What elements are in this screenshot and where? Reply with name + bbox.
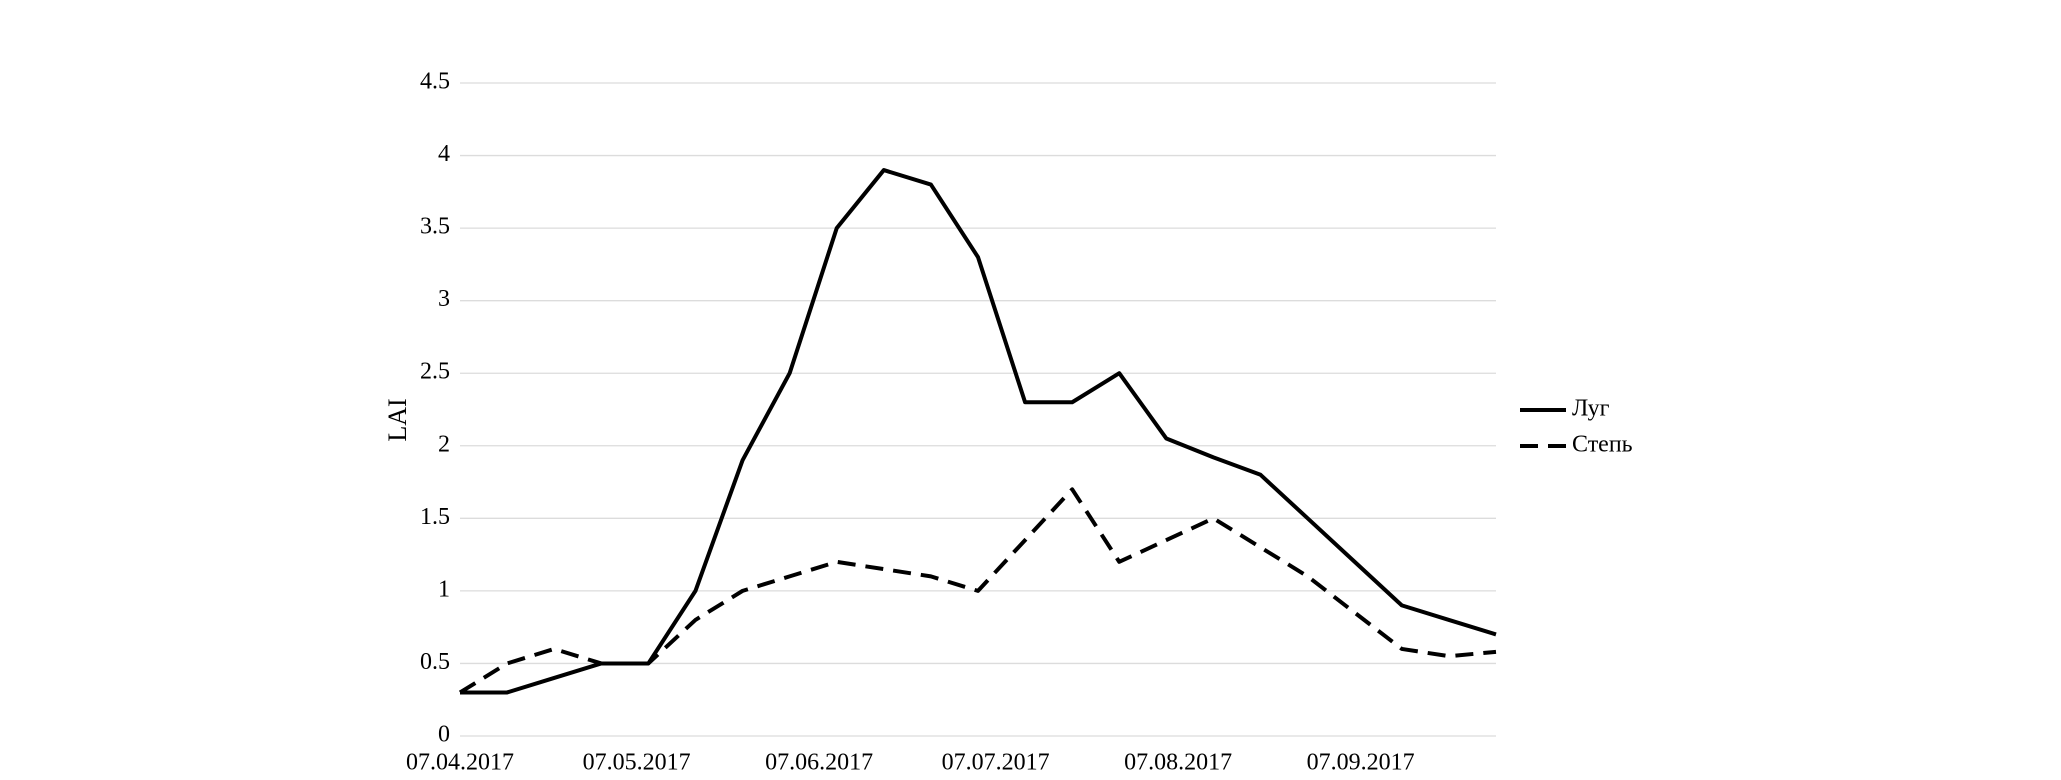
legend-label: Луг	[1572, 396, 1610, 422]
series-line	[460, 168, 1497, 695]
y-axis-label: LAI	[383, 398, 412, 441]
x-tick-label: 07.05.2017	[583, 750, 691, 776]
y-tick-label: 3.5	[420, 214, 450, 240]
x-tick-label: 07.07.2017	[942, 750, 1050, 776]
y-tick-label: 4.5	[420, 69, 450, 95]
x-tick-label: 07.06.2017	[765, 750, 873, 776]
y-tick-label: 3	[438, 286, 450, 312]
y-tick-label: 4	[438, 141, 450, 167]
y-tick-label: 1.5	[420, 504, 450, 530]
y-tick-label: 2.5	[420, 359, 450, 385]
x-tick-label: 07.04.2017	[406, 750, 514, 776]
y-tick-label: 0	[438, 722, 450, 748]
y-tick-label: 2	[438, 431, 450, 457]
series-line	[458, 487, 1497, 695]
y-tick-label: 1	[438, 576, 450, 602]
y-tick-label: 0.5	[420, 649, 450, 675]
x-tick-label: 07.08.2017	[1124, 750, 1232, 776]
x-tick-label: 07.09.2017	[1307, 750, 1415, 776]
legend-label: Степь	[1572, 432, 1633, 458]
